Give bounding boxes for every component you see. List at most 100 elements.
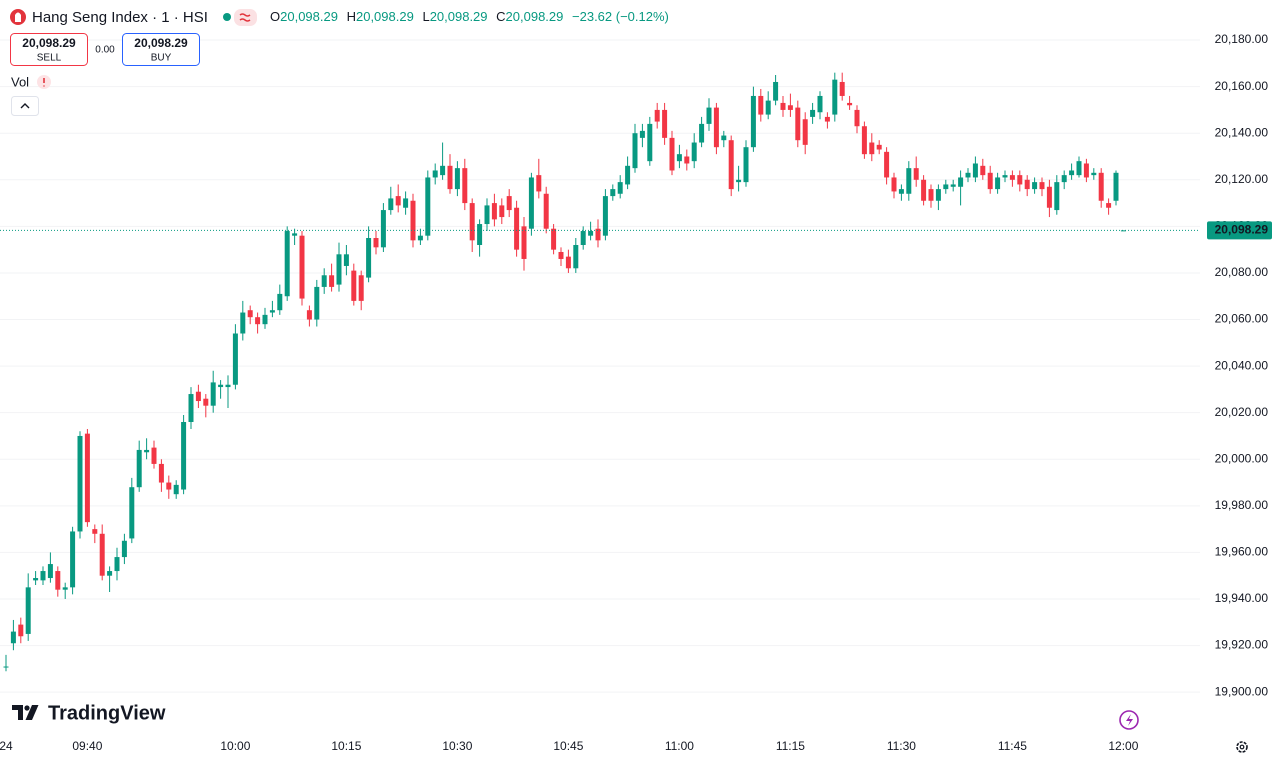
- price-axis: 19,900.00 19,920.00 19,940.00 19,960.00 19,9…: [0, 32, 1272, 753]
- candle-body: [188, 394, 194, 422]
- candle-body: [181, 421, 187, 490]
- candle-body: [551, 228, 557, 250]
- candle-body: [417, 235, 423, 241]
- candle-body: [995, 177, 1001, 190]
- candle-body: [573, 245, 579, 269]
- candle-body: [173, 484, 179, 495]
- candle-body: [99, 533, 105, 576]
- x-tick-label: 11:30: [887, 739, 916, 753]
- x-tick-label: 11:00: [665, 739, 694, 753]
- candle-body: [306, 310, 312, 320]
- candle-body: [144, 449, 150, 453]
- quote-value: 20,098.29: [356, 9, 414, 24]
- candle-body: [632, 133, 638, 169]
- candle-body: [958, 177, 964, 187]
- symbol-title: Hang Seng Index · 1 · HSI: [32, 9, 208, 26]
- x-tick-label: 10:45: [553, 739, 583, 753]
- candle-body: [1002, 175, 1008, 178]
- candle-body: [299, 235, 305, 299]
- settings-button[interactable]: [1236, 741, 1248, 753]
- candle-body: [861, 126, 867, 155]
- candle-body: [528, 177, 534, 229]
- candle-body: [980, 165, 986, 176]
- candle-body: [824, 116, 830, 122]
- y-tick-label: 20,060.00: [1215, 312, 1269, 326]
- candle-body: [477, 224, 483, 245]
- candle-body: [558, 251, 564, 259]
- candle-body: [462, 168, 468, 204]
- candle-body: [736, 179, 742, 183]
- candle-body: [743, 147, 749, 183]
- y-tick-label: 20,140.00: [1215, 125, 1269, 139]
- quote-value: 20,098.29: [506, 9, 564, 24]
- candle-body: [1098, 172, 1104, 201]
- candle-body: [218, 384, 224, 388]
- candle-body: [284, 231, 290, 297]
- quote-line: O20,098.29 H20,098.29 L20,098.29 C20,098…: [270, 9, 669, 24]
- candle-body: [669, 137, 675, 171]
- logo-mark: [12, 705, 23, 720]
- candle-body: [499, 205, 505, 218]
- candle-body: [77, 435, 83, 532]
- candle-body: [210, 382, 216, 406]
- candle-body: [255, 317, 261, 325]
- symbol-icon-mark: [15, 12, 21, 22]
- x-tick-label: 24: [0, 739, 13, 753]
- candle-body: [595, 228, 601, 241]
- candle-body: [3, 666, 9, 668]
- buy-button[interactable]: [122, 33, 200, 66]
- sell-button[interactable]: [10, 33, 88, 66]
- candle-body: [1069, 170, 1075, 176]
- candle-body: [321, 275, 327, 287]
- collapse-button[interactable]: [11, 96, 39, 116]
- candle-body: [203, 398, 209, 406]
- candle-body: [358, 275, 364, 301]
- candle-body: [454, 168, 460, 190]
- candle-body: [536, 175, 542, 192]
- candle-body: [336, 254, 342, 285]
- candle-body: [1054, 182, 1060, 211]
- y-tick-label: 20,180.00: [1215, 32, 1269, 46]
- x-tick-label: 10:15: [331, 739, 361, 753]
- quote-value: 20,098.29: [430, 9, 488, 24]
- delay-badge[interactable]: [234, 9, 257, 26]
- candle-body: [758, 95, 764, 115]
- candle-body: [662, 109, 668, 138]
- candle-body: [795, 107, 801, 141]
- candle-body: [62, 587, 68, 590]
- candle-body: [388, 198, 394, 211]
- candle-body: [625, 165, 631, 185]
- candle-body: [329, 275, 335, 287]
- candle-body: [699, 123, 705, 143]
- candle-body: [721, 135, 727, 141]
- y-tick-label: 19,960.00: [1215, 545, 1269, 559]
- volume-label: Vol: [11, 74, 29, 89]
- candle-body: [70, 531, 76, 588]
- candle-body: [588, 231, 594, 236]
- candle-body: [292, 233, 298, 236]
- x-tick-label: 09:40: [72, 739, 102, 753]
- candle-body: [617, 182, 623, 194]
- candle-body: [780, 102, 786, 110]
- candle-body: [395, 196, 401, 206]
- y-tick-label: 20,080.00: [1215, 265, 1269, 279]
- candle-body: [906, 168, 912, 194]
- buy-label: BUY: [151, 53, 172, 64]
- candle-body: [351, 270, 357, 301]
- candle-body: [928, 189, 934, 201]
- sell-price: 20,098.29: [22, 36, 76, 50]
- candle-body: [802, 119, 808, 145]
- y-tick-label: 19,940.00: [1215, 591, 1269, 605]
- candle-body: [40, 571, 46, 581]
- candle-body: [543, 193, 549, 229]
- price-label-box: [1207, 221, 1272, 240]
- collapse-icon: [20, 103, 30, 109]
- x-tick-label: 10:00: [220, 739, 250, 753]
- candle-body: [921, 179, 927, 201]
- candle-body: [440, 165, 446, 176]
- candle-body: [602, 196, 608, 236]
- candle-body: [1106, 203, 1112, 208]
- candle-body: [765, 100, 771, 115]
- candle-body: [269, 310, 275, 313]
